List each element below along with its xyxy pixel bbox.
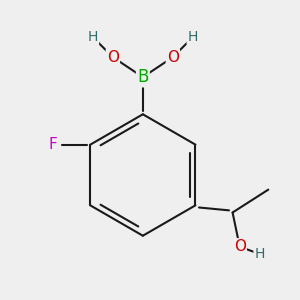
Text: O: O xyxy=(107,50,119,64)
Text: O: O xyxy=(234,239,246,254)
Text: H: H xyxy=(188,30,198,44)
Text: H: H xyxy=(254,247,265,261)
Text: O: O xyxy=(167,50,179,64)
Text: F: F xyxy=(49,137,58,152)
Text: B: B xyxy=(137,68,148,86)
Text: H: H xyxy=(88,30,98,44)
